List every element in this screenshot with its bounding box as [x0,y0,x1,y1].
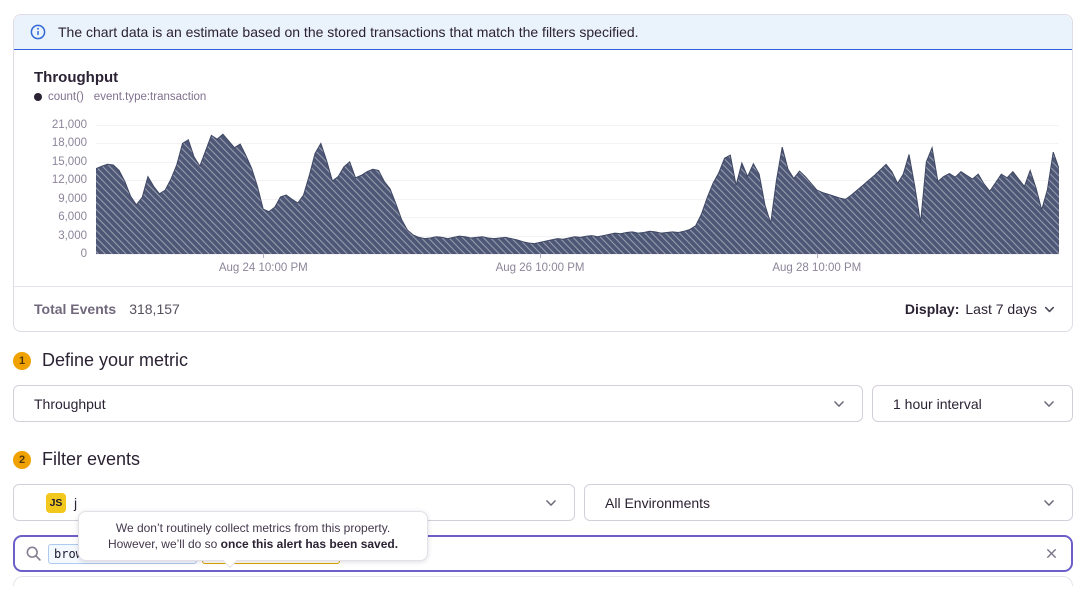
x-axis-tick [263,254,265,258]
chart-footer: Total Events 318,157 Display: Last 7 day… [14,286,1072,331]
tooltip: We don’t routinely collect metrics from … [78,511,428,568]
step-2-badge: 2 [13,450,31,469]
throughput-area-series [96,125,1059,254]
gridline [96,254,1059,255]
interval-select[interactable]: 1 hour interval [872,385,1073,422]
info-banner-text: The chart data is an estimate based on t… [58,24,639,40]
y-axis-tick-label: 6,000 [58,211,87,224]
step-1-badge: 1 [13,351,31,370]
legend-dot-icon [34,93,42,101]
y-axis-tick-label: 18,000 [51,137,87,150]
gridline [96,217,1059,219]
x-axis-tick [816,254,818,258]
close-icon [1047,549,1056,558]
info-banner: The chart data is an estimate based on t… [14,15,1072,50]
javascript-platform-icon: JS [46,492,66,513]
x-axis-tick-label: Aug 26 10:00 PM [495,262,585,274]
filter-select-row: JS j All Environments [13,484,1073,521]
tooltip-line2: However, we’ll do so once this alert has… [107,537,399,551]
step-2-heading: 2 Filter events [13,449,1073,470]
gridline [96,235,1059,237]
gridline [96,161,1059,163]
metric-select-row: Throughput 1 hour interval [13,385,1073,422]
info-icon [30,24,46,40]
legend-query-label: event.type:transaction [93,91,207,103]
x-axis-tick-label: Aug 24 10:00 PM [218,262,308,274]
display-label: Display: [904,301,960,317]
x-axis-tick-label: Aug 28 10:00 PM [772,262,862,274]
chart-legend: count() event.type:transaction [34,91,1059,103]
chart-plot[interactable]: 21,000 18,000 15,000 12,000 9,000 6,000 3,000 0 [52,119,1059,260]
chart-title: Throughput [34,69,119,86]
legend-series-label: count() [48,91,84,103]
x-axis-tick [540,254,542,258]
chevron-down-icon [834,400,844,407]
chevron-down-icon [546,499,556,506]
display-value: Last 7 days [965,301,1037,317]
gridline [96,180,1059,182]
y-axis-tick-label: 12,000 [51,174,87,187]
y-axis-tick-label: 9,000 [58,192,87,205]
interval-select-value: 1 hour interval [893,395,982,412]
gridline [96,143,1059,145]
plot-wrap: 21,000 18,000 15,000 12,000 9,000 6,000 3,000 0… [52,119,1059,284]
chevron-down-icon [1044,400,1054,407]
step-2-title: Filter events [42,449,141,469]
clear-search-button[interactable] [1044,546,1059,561]
project-select-value: j [74,494,78,511]
total-events-value: 318,157 [129,301,180,317]
step-1-title: Define your metric [42,350,189,370]
environment-select-value: All Environments [605,494,711,511]
page: The chart data is an estimate based on t… [13,14,1073,586]
next-panel-edge [13,576,1073,586]
total-events-label: Total Events [34,301,117,317]
metric-select-value: Throughput [34,395,106,412]
y-axis-tick-label: 15,000 [51,155,87,168]
chevron-down-icon [1044,306,1055,312]
y-axis-tick-label: 3,000 [58,229,87,242]
chart-section: Throughput count() event.type:transactio… [14,50,1072,284]
step-1-heading: 1 Define your metric [13,350,1073,371]
chart-panel: The chart data is an estimate based on t… [13,14,1073,332]
chevron-down-icon [1044,499,1054,506]
tooltip-line1: We don’t routinely collect metrics from … [115,521,391,535]
environment-select[interactable]: All Environments [584,484,1073,521]
search-icon [26,546,41,561]
total-events: Total Events 318,157 [34,301,180,317]
metric-select[interactable]: Throughput [13,385,863,422]
display-range-dropdown[interactable]: Display: Last 7 days [905,301,1056,317]
gridline [96,198,1059,200]
x-axis: Aug 24 10:00 PM Aug 26 10:00 PM Aug 28 10:… [96,254,1059,284]
gridline [96,125,1059,126]
y-axis-tick-label: 21,000 [51,119,87,131]
y-axis-tick-label: 0 [80,248,87,260]
